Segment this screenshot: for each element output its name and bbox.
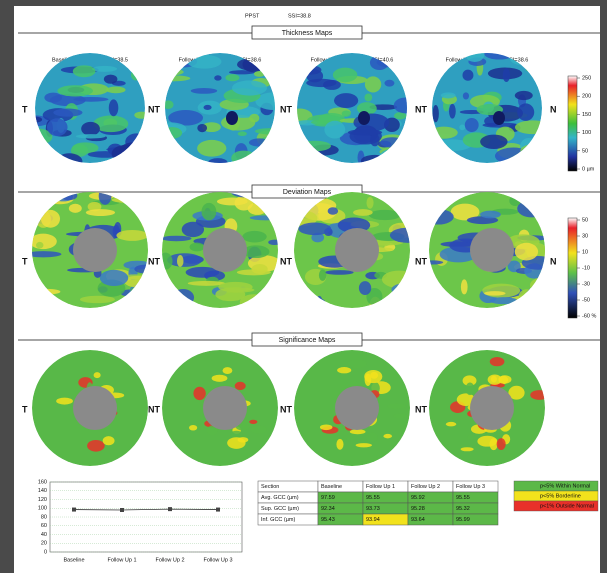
scan-ssi: SSI=38.8	[288, 13, 311, 19]
side-label: NT	[148, 256, 160, 266]
scale-label: 10	[582, 249, 588, 255]
legend-label: p<1% Outside Normal	[540, 503, 594, 509]
scale-label: 30	[582, 233, 588, 239]
side-label: NT	[148, 104, 160, 114]
trend-point	[168, 507, 172, 512]
thickness-color-scale	[567, 75, 578, 172]
table-cell	[452, 513, 499, 526]
trend-point	[72, 507, 76, 512]
y-tick-label: 160	[38, 479, 47, 485]
table-value: Avg. GCC (µm)	[261, 495, 299, 501]
table-value: 95.28	[411, 506, 425, 512]
side-label: NT	[148, 404, 160, 414]
scale-label: -30	[582, 281, 590, 287]
table-value: 93.64	[411, 517, 425, 523]
table-header: Baseline	[321, 484, 342, 490]
side-label: N	[550, 104, 557, 114]
map-image	[32, 192, 148, 308]
side-label: NT	[280, 404, 292, 414]
legend-label: p<5% Within Normal	[540, 483, 590, 489]
trend-line	[73, 508, 219, 511]
x-tick-label: Follow Up 1	[107, 557, 136, 563]
side-label: NT	[280, 256, 292, 266]
side-label: T	[22, 104, 28, 114]
table-value: 95.92	[411, 495, 425, 501]
side-label: NT	[415, 256, 427, 266]
map-image	[162, 350, 278, 466]
section-title: Significance Maps	[279, 337, 336, 344]
table-value: 95.55	[456, 495, 470, 501]
table-value: 95.99	[456, 517, 470, 523]
table-header: Follow Up 1	[366, 484, 395, 490]
table-value: 97.59	[321, 495, 335, 501]
y-tick-label: 140	[38, 488, 47, 494]
scale-label: 50	[582, 217, 588, 223]
x-tick-label: Follow Up 2	[155, 557, 184, 563]
table-header: Follow Up 3	[456, 484, 485, 490]
map-image	[294, 350, 410, 466]
section-title: Thickness Maps	[282, 30, 333, 37]
scan-pattern: PPST	[245, 13, 260, 19]
scale-label: -50	[582, 297, 590, 303]
map-image	[429, 350, 545, 466]
side-label: T	[22, 256, 28, 266]
scale-label: 200	[582, 94, 591, 100]
section-title: Deviation Maps	[283, 189, 332, 196]
scale-label: -10	[582, 265, 590, 271]
y-tick-label: 0	[44, 549, 47, 555]
trend-point	[120, 508, 124, 512]
table-value: 95.55	[366, 495, 380, 501]
scale-label: 50	[582, 148, 588, 154]
table-value: 92.34	[321, 506, 335, 512]
trend-point	[216, 507, 220, 512]
scale-label: 100	[582, 130, 591, 136]
y-tick-label: 40	[41, 532, 47, 538]
legend-swatch	[513, 500, 599, 512]
x-tick-label: Follow Up 3	[203, 557, 232, 563]
section-header: Significance Maps	[18, 332, 600, 347]
table-value: 95.32	[456, 506, 470, 512]
side-label: NT	[280, 104, 292, 114]
x-tick-label: Baseline	[63, 557, 84, 563]
scale-label: 0 µm	[582, 166, 595, 172]
y-tick-label: 100	[38, 506, 47, 512]
table-value: 93.73	[366, 506, 380, 512]
map-image	[297, 53, 407, 163]
y-tick-label: 60	[41, 523, 47, 529]
y-tick-label: 80	[41, 514, 47, 520]
y-tick-label: 20	[41, 541, 47, 547]
table-value: Sup. GCC (µm)	[261, 506, 299, 512]
deviation-color-scale	[567, 217, 578, 319]
scale-label: 150	[582, 112, 591, 118]
table-value: 93.94	[366, 517, 380, 523]
map-image	[32, 350, 148, 466]
table-header: Section	[261, 484, 279, 490]
legend-label: p<5% Borderline	[540, 493, 581, 499]
side-label: T	[22, 404, 28, 414]
section-header: Thickness Maps	[18, 25, 600, 40]
side-label: NT	[415, 104, 427, 114]
y-tick-label: 120	[38, 497, 47, 503]
scale-label: -60 %	[582, 313, 596, 319]
table-header: Follow Up 2	[411, 484, 440, 490]
table-value: 95.43	[321, 517, 335, 523]
side-label: N	[550, 256, 557, 266]
table-value: Inf. GCC (µm)	[261, 517, 296, 523]
scale-label: 250	[582, 75, 591, 81]
side-label: NT	[415, 404, 427, 414]
